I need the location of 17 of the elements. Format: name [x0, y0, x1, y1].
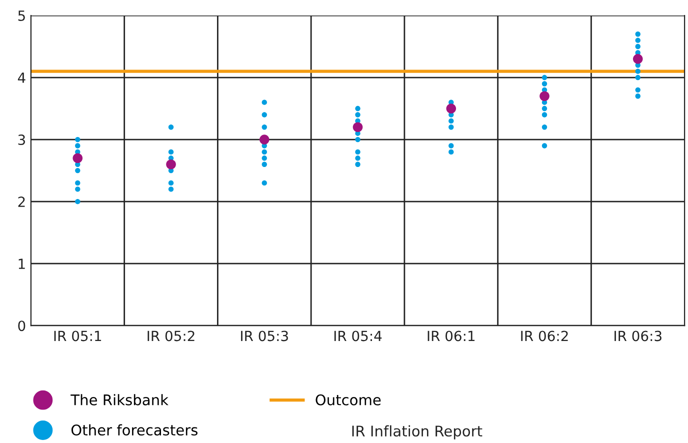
y-tick-label: 3: [18, 134, 25, 146]
x-tick-label: IR 06:3: [614, 330, 662, 342]
y-tick-label: 0: [18, 320, 26, 332]
x-tick-label: IR 05:1: [54, 330, 102, 342]
text: IR Inflation Report: [352, 425, 482, 440]
y-tick-label: 1: [18, 258, 25, 269]
y-tick-label: 2: [18, 196, 25, 207]
x-tick-label: IR 05:2: [148, 330, 194, 342]
x-tick-label: IR 06:2: [521, 330, 568, 342]
x-tick-label: IR 05:4: [334, 330, 382, 342]
x-tick-label: IR 05:3: [241, 330, 288, 342]
legend-label: Other forecasters: [71, 424, 198, 436]
y-tick-label: 5: [18, 10, 25, 21]
legend-label: Outcome: [316, 394, 381, 406]
y-tick-label: 4: [18, 72, 26, 83]
legend-label: The Riksbank: [70, 394, 168, 406]
x-tick-label: IR 06:1: [428, 330, 475, 342]
